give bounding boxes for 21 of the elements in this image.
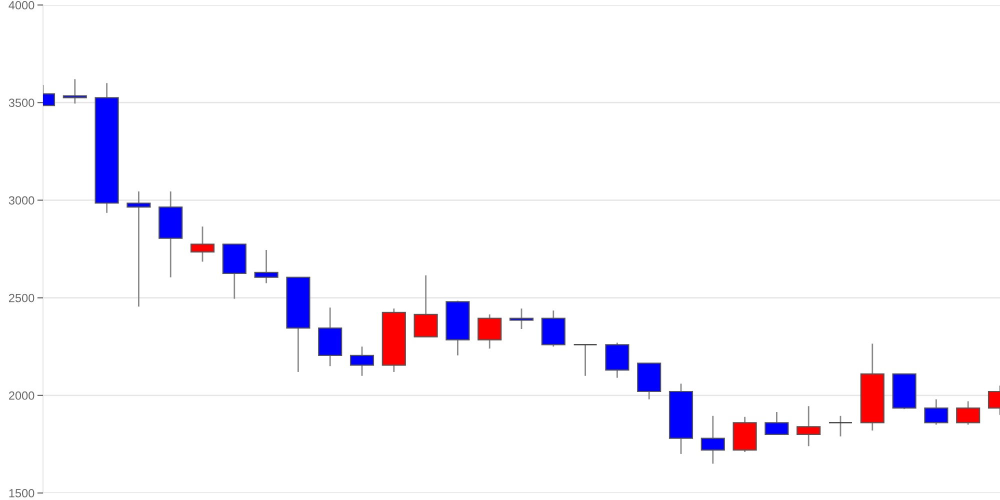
y-tick-label: 3000 [8,196,34,205]
candlestick [478,314,502,350]
candlestick [796,405,821,447]
y-tick-label: 2500 [9,294,34,302]
candlestick [828,415,853,438]
candlestick [956,400,980,426]
candlestick [700,415,725,464]
y-tick-label: 1500 [9,489,34,498]
y-tick-label: 2000 [9,391,34,400]
candlestick [190,226,215,262]
candlestick [62,78,87,104]
candlestick [350,346,374,377]
candlestick [126,190,151,308]
y-tick-label: 4000 [8,1,34,10]
candlestick [414,274,438,338]
candlestick [573,344,598,377]
y-tick-label: 3500 [8,98,34,107]
candlestick [764,411,789,436]
candlestick [254,249,278,284]
candlestick [509,308,534,330]
candlestick [924,398,948,426]
